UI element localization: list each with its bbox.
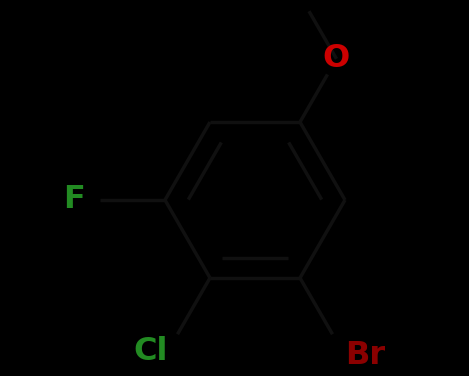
Text: O: O <box>323 43 350 74</box>
Text: Br: Br <box>345 340 385 371</box>
Text: Cl: Cl <box>133 336 167 367</box>
Text: F: F <box>63 185 85 215</box>
